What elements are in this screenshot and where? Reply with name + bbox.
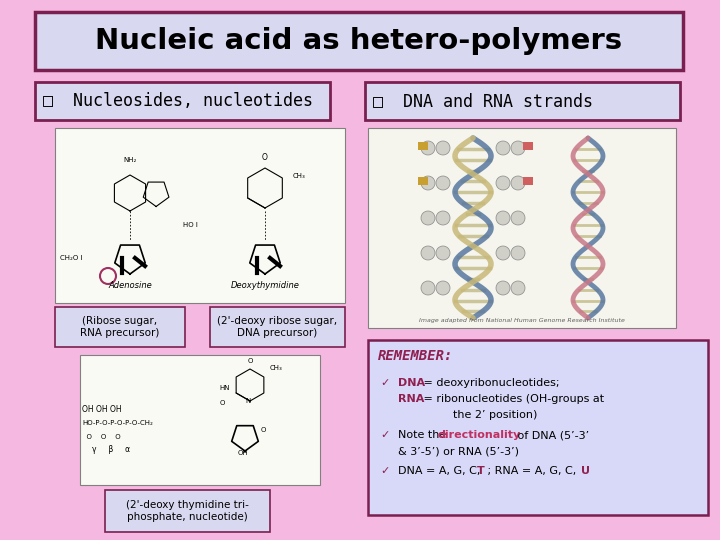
Text: T: T — [477, 466, 485, 476]
Circle shape — [511, 281, 525, 295]
Circle shape — [421, 141, 435, 155]
Text: HN: HN — [220, 385, 230, 391]
Text: N: N — [246, 398, 251, 404]
Text: Image adapted from National Human Genome Research Institute: Image adapted from National Human Genome… — [419, 318, 625, 323]
Bar — [80, 355, 320, 485]
Text: O: O — [247, 358, 253, 364]
Text: O    O    O: O O O — [82, 434, 121, 440]
Bar — [365, 82, 680, 120]
Text: NH₂: NH₂ — [123, 157, 137, 163]
Circle shape — [421, 281, 435, 295]
Text: (Ribose sugar,
RNA precursor): (Ribose sugar, RNA precursor) — [81, 316, 160, 338]
Circle shape — [496, 211, 510, 225]
Text: U: U — [581, 466, 590, 476]
Bar — [55, 307, 185, 347]
Circle shape — [496, 281, 510, 295]
Text: (2'-deoxy thymidine tri-
phosphate, nucleotide): (2'-deoxy thymidine tri- phosphate, nucl… — [126, 500, 249, 522]
Circle shape — [511, 176, 525, 190]
Bar — [368, 340, 708, 515]
Text: O: O — [262, 153, 268, 163]
Text: = ribonucleotides (OH-groups at: = ribonucleotides (OH-groups at — [420, 394, 604, 404]
Text: γ     β     α: γ β α — [92, 446, 130, 455]
Text: CH₂O I: CH₂O I — [60, 255, 83, 261]
Text: CH₃: CH₃ — [270, 365, 283, 371]
Text: ✓: ✓ — [380, 430, 390, 440]
Text: REMEMBER:: REMEMBER: — [378, 349, 454, 363]
Text: HO I: HO I — [183, 222, 198, 228]
Circle shape — [496, 176, 510, 190]
Text: = deoxyribonucleotides;: = deoxyribonucleotides; — [420, 378, 559, 388]
Text: Deoxythymidine: Deoxythymidine — [230, 280, 300, 289]
Text: ✓: ✓ — [380, 466, 390, 476]
Bar — [368, 128, 676, 328]
Circle shape — [511, 246, 525, 260]
Text: O: O — [261, 427, 266, 433]
Text: □  Nucleosides, nucleotides: □ Nucleosides, nucleotides — [43, 92, 313, 110]
Bar — [105, 490, 270, 532]
Text: DNA = A, G, C,: DNA = A, G, C, — [398, 466, 484, 476]
Bar — [418, 177, 428, 185]
Circle shape — [421, 176, 435, 190]
Bar — [35, 12, 683, 70]
Text: directionality: directionality — [438, 430, 521, 440]
Circle shape — [421, 211, 435, 225]
Circle shape — [511, 211, 525, 225]
Bar — [35, 82, 330, 120]
Text: Nucleic acid as hetero-polymers: Nucleic acid as hetero-polymers — [96, 27, 623, 55]
Text: the 2’ position): the 2’ position) — [453, 410, 537, 420]
Bar — [210, 307, 345, 347]
Circle shape — [436, 281, 450, 295]
Bar — [523, 177, 533, 185]
Text: (2'-deoxy ribose sugar,
DNA precursor): (2'-deoxy ribose sugar, DNA precursor) — [217, 316, 338, 338]
Circle shape — [436, 211, 450, 225]
Circle shape — [436, 176, 450, 190]
Text: & 3’-5’) or RNA (5’-3’): & 3’-5’) or RNA (5’-3’) — [398, 446, 519, 456]
Text: of DNA (5’-3’: of DNA (5’-3’ — [514, 430, 589, 440]
Text: Note the: Note the — [398, 430, 450, 440]
Text: O: O — [220, 400, 225, 406]
Text: OH OH OH: OH OH OH — [82, 406, 122, 415]
Bar — [55, 128, 345, 303]
Text: Adenosine: Adenosine — [108, 280, 152, 289]
Text: ✓: ✓ — [380, 378, 390, 388]
Bar — [418, 142, 428, 150]
Text: OH: OH — [238, 450, 248, 456]
Circle shape — [421, 246, 435, 260]
Text: CH₃: CH₃ — [293, 173, 306, 179]
Text: DNA: DNA — [398, 378, 425, 388]
Bar — [523, 142, 533, 150]
Circle shape — [511, 141, 525, 155]
Text: □  DNA and RNA strands: □ DNA and RNA strands — [373, 92, 593, 110]
Text: RNA: RNA — [398, 394, 424, 404]
Text: HO-P-O-P-O-P-O-CH₂: HO-P-O-P-O-P-O-CH₂ — [82, 420, 153, 426]
Text: ; RNA = A, G, C,: ; RNA = A, G, C, — [484, 466, 580, 476]
Circle shape — [496, 246, 510, 260]
Circle shape — [436, 141, 450, 155]
Circle shape — [496, 141, 510, 155]
Circle shape — [436, 246, 450, 260]
